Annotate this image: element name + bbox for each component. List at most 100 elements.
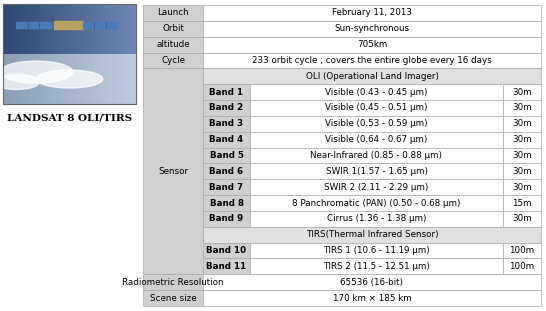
Text: 15m: 15m	[512, 198, 532, 207]
Bar	[143, 274, 203, 290]
Bar	[203, 21, 541, 37]
Text: TIRS 2 (11.5 - 12.51 μm): TIRS 2 (11.5 - 12.51 μm)	[323, 262, 430, 271]
Ellipse shape	[36, 70, 103, 88]
Text: 30m: 30m	[512, 135, 532, 144]
Bar	[503, 258, 541, 274]
Bar	[250, 100, 503, 116]
Text: Launch: Launch	[157, 8, 189, 17]
Bar	[203, 243, 250, 258]
Bar	[250, 148, 503, 163]
Bar	[143, 5, 203, 21]
Bar	[203, 132, 250, 148]
Bar	[250, 132, 503, 148]
Bar	[203, 290, 541, 306]
Text: TIRS 1 (10.6 - 11.19 μm): TIRS 1 (10.6 - 11.19 μm)	[323, 246, 430, 255]
Text: Band 3: Band 3	[210, 119, 244, 128]
Bar	[203, 258, 250, 274]
Text: February 11, 2013: February 11, 2013	[332, 8, 412, 17]
Text: 8 Panchromatic (PAN) (0.50 - 0.68 μm): 8 Panchromatic (PAN) (0.50 - 0.68 μm)	[292, 198, 461, 207]
Text: 100m: 100m	[509, 262, 535, 271]
Bar	[143, 290, 203, 306]
Text: Visible (0.43 - 0.45 μm): Visible (0.43 - 0.45 μm)	[325, 88, 428, 97]
Ellipse shape	[0, 61, 73, 83]
Bar	[250, 84, 503, 100]
Text: Cirrus (1.36 - 1.38 μm): Cirrus (1.36 - 1.38 μm)	[327, 214, 426, 223]
Bar	[203, 5, 541, 21]
Bar	[250, 195, 503, 211]
Bar	[83, 22, 117, 28]
Bar	[503, 179, 541, 195]
Text: Band 10: Band 10	[206, 246, 247, 255]
Bar	[503, 84, 541, 100]
Bar	[203, 116, 250, 132]
Bar	[203, 227, 541, 243]
Text: 30m: 30m	[512, 119, 532, 128]
Text: altitude: altitude	[156, 40, 190, 49]
Bar	[503, 243, 541, 258]
Bar	[503, 163, 541, 179]
Bar	[143, 68, 203, 274]
Bar	[203, 84, 250, 100]
Text: Scene size: Scene size	[150, 294, 197, 303]
Ellipse shape	[0, 75, 39, 90]
Text: Band 5: Band 5	[210, 151, 244, 160]
Bar	[250, 243, 503, 258]
Bar	[143, 37, 203, 53]
Text: 30m: 30m	[512, 104, 532, 113]
Bar	[203, 68, 541, 84]
Text: Band 7: Band 7	[210, 183, 244, 192]
Text: SWIR 1(1.57 - 1.65 μm): SWIR 1(1.57 - 1.65 μm)	[325, 167, 428, 176]
Bar	[503, 100, 541, 116]
Bar	[203, 53, 541, 68]
Text: TIRS(Thermal Infrared Sensor): TIRS(Thermal Infrared Sensor)	[306, 230, 438, 239]
Bar	[250, 163, 503, 179]
Text: Band 1: Band 1	[210, 88, 244, 97]
Bar	[54, 21, 83, 29]
Text: Orbit: Orbit	[162, 24, 184, 33]
Text: 30m: 30m	[512, 183, 532, 192]
Text: 30m: 30m	[512, 151, 532, 160]
Text: Band 4: Band 4	[210, 135, 244, 144]
Bar	[503, 211, 541, 227]
Text: Sun-synchronous: Sun-synchronous	[335, 24, 410, 33]
Text: LANDSAT 8 OLI/TIRS: LANDSAT 8 OLI/TIRS	[8, 114, 133, 123]
Text: Visible (0.64 - 0.67 μm): Visible (0.64 - 0.67 μm)	[325, 135, 428, 144]
Bar	[203, 100, 250, 116]
Bar	[250, 211, 503, 227]
Bar	[16, 22, 51, 28]
Bar	[203, 195, 250, 211]
Bar	[250, 258, 503, 274]
Bar	[503, 116, 541, 132]
Text: Radiometric Resolution: Radiometric Resolution	[122, 278, 224, 287]
Text: Sensor: Sensor	[158, 167, 188, 176]
Bar	[503, 132, 541, 148]
Text: OLI (Operational Land Imager): OLI (Operational Land Imager)	[306, 72, 438, 81]
Text: Band 9: Band 9	[210, 214, 244, 223]
Bar	[143, 21, 203, 37]
Bar	[203, 148, 250, 163]
Bar	[503, 148, 541, 163]
Bar	[143, 53, 203, 68]
Bar	[203, 274, 541, 290]
Bar	[250, 179, 503, 195]
Text: 30m: 30m	[512, 167, 532, 176]
Text: Visible (0.53 - 0.59 μm): Visible (0.53 - 0.59 μm)	[325, 119, 428, 128]
Text: Band 11: Band 11	[206, 262, 247, 271]
Text: 65536 (16-bit): 65536 (16-bit)	[341, 278, 403, 287]
Bar	[203, 163, 250, 179]
Bar	[203, 211, 250, 227]
Bar	[250, 116, 503, 132]
Text: Band 8: Band 8	[210, 198, 244, 207]
Text: Band 2: Band 2	[210, 104, 244, 113]
Text: 30m: 30m	[512, 88, 532, 97]
Text: Visible (0.45 - 0.51 μm): Visible (0.45 - 0.51 μm)	[325, 104, 428, 113]
Text: 30m: 30m	[512, 214, 532, 223]
Text: SWIR 2 (2.11 - 2.29 μm): SWIR 2 (2.11 - 2.29 μm)	[324, 183, 429, 192]
Text: Cycle: Cycle	[161, 56, 185, 65]
Text: 170 km × 185 km: 170 km × 185 km	[333, 294, 411, 303]
Bar	[3, 4, 136, 104]
Bar	[203, 179, 250, 195]
Text: 100m: 100m	[509, 246, 535, 255]
Bar	[203, 37, 541, 53]
Text: 705km: 705km	[357, 40, 387, 49]
